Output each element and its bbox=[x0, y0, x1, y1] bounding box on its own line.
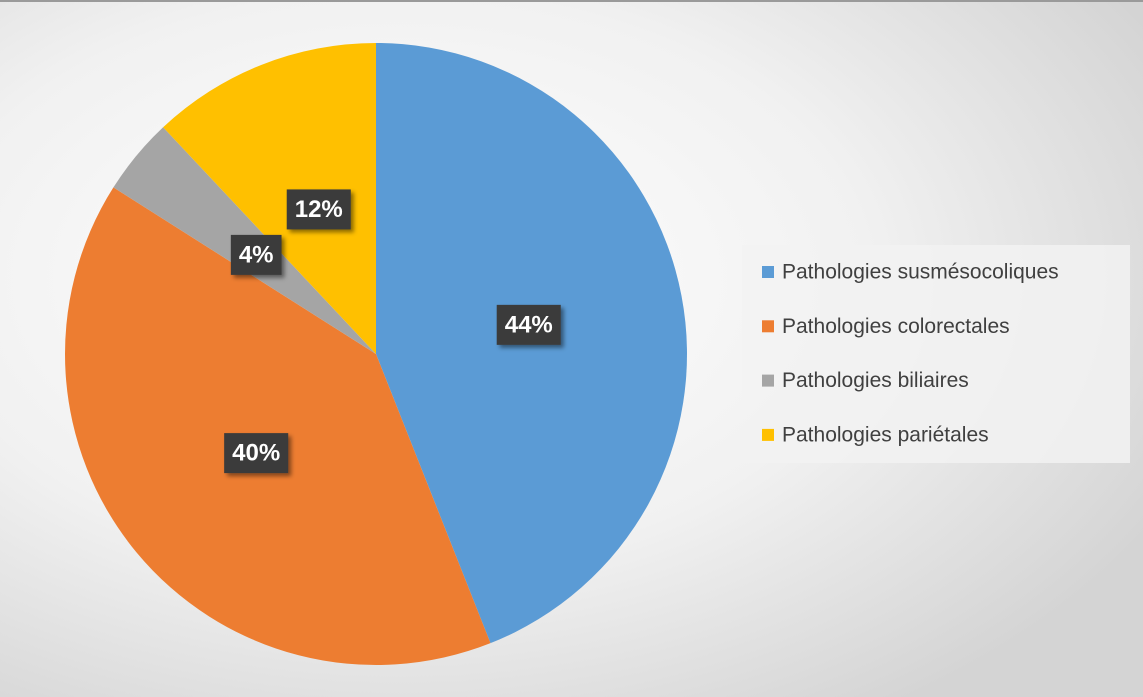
data-label-text: 12% bbox=[295, 196, 343, 223]
legend: Pathologies susmésocoliques Pathologies c… bbox=[762, 261, 1059, 446]
data-label-text: 40% bbox=[232, 440, 280, 467]
legend-label: Pathologies pariétales bbox=[782, 423, 989, 446]
legend-label: Pathologies susmésocoliques bbox=[782, 261, 1059, 284]
legend-swatch bbox=[762, 374, 774, 387]
data-label: 44% bbox=[496, 304, 561, 345]
pie-slice bbox=[64, 187, 491, 665]
data-label-box bbox=[230, 234, 282, 275]
data-label: 40% bbox=[224, 433, 289, 474]
data-label-box bbox=[286, 189, 351, 230]
data-label-text: 4% bbox=[239, 241, 274, 268]
data-label-box bbox=[224, 433, 289, 474]
data-labels: 44% 40% 4% 12% bbox=[224, 189, 561, 474]
data-label: 4% bbox=[230, 234, 282, 275]
pie bbox=[64, 43, 687, 665]
legend-swatch bbox=[762, 428, 774, 441]
pie-slice bbox=[163, 43, 376, 354]
data-label-box bbox=[496, 304, 561, 345]
legend-box bbox=[742, 245, 1130, 463]
data-label-text: 44% bbox=[505, 311, 553, 338]
legend-label: Pathologies biliaires bbox=[782, 369, 969, 392]
legend-swatch bbox=[762, 320, 774, 333]
legend-label: Pathologies colorectales bbox=[782, 315, 1010, 338]
data-label: 12% bbox=[286, 189, 351, 230]
legend-swatch bbox=[762, 266, 774, 278]
